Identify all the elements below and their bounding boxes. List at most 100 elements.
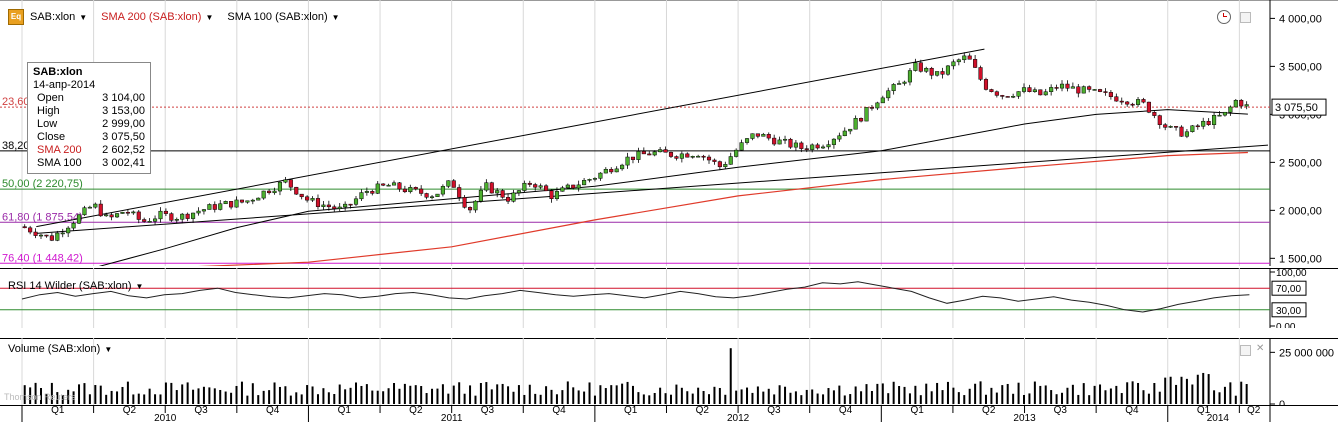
candle-body: [1059, 83, 1065, 89]
candle-body: [793, 142, 798, 148]
volume-bar: [577, 390, 580, 404]
candle-body: [962, 55, 967, 61]
maximize-button[interactable]: [1240, 345, 1251, 356]
candle-body: [288, 179, 293, 188]
candle-body: [777, 139, 782, 145]
sma200-legend[interactable]: SMA 200 (SAB:xlon) ▼: [101, 11, 213, 23]
sma100-legend[interactable]: SMA 100 (SAB:xlon) ▼: [227, 11, 339, 23]
volume-panel[interactable]: 25 000 000 0 Thomson Reuters Volume (SAB:x…: [0, 338, 1338, 406]
y-tick-label: 4 000,00: [1279, 13, 1322, 25]
volume-bar: [230, 392, 233, 404]
rsi-level-box: [1271, 302, 1307, 318]
equity-icon[interactable]: Eq: [8, 9, 24, 25]
candle-body: [967, 55, 972, 60]
volume-bar: [1185, 378, 1188, 404]
rsi-chart[interactable]: 100,00 70,00 30,00 0,00: [0, 268, 1338, 328]
volume-bar: [284, 386, 287, 404]
volume-bar: [306, 385, 309, 404]
volume-bar: [1039, 385, 1042, 404]
candle-body: [272, 190, 277, 194]
candle-body: [196, 210, 201, 214]
year-label: 2012: [727, 413, 750, 422]
candle-body: [1087, 86, 1092, 90]
candle-body: [582, 180, 587, 186]
volume-bar: [496, 384, 499, 404]
volume-bar: [1099, 384, 1102, 404]
candle-body: [163, 210, 168, 214]
quarter-label: Q2: [409, 405, 423, 416]
axis-background: [0, 405, 1338, 422]
volume-bar: [105, 394, 108, 404]
volume-bar: [1158, 391, 1161, 404]
candle-body: [571, 184, 576, 189]
candle-body: [1032, 89, 1037, 92]
price-panel[interactable]: 4 000,003 500,003 000,002 500,002 000,00…: [0, 0, 1338, 266]
quarter-label: Q1: [1197, 405, 1211, 416]
price-chart[interactable]: 4 000,003 500,003 000,002 500,002 000,00…: [0, 0, 1338, 266]
candle-body: [180, 213, 185, 220]
chevron-down-icon: ▼: [135, 281, 144, 291]
candle-body: [185, 213, 190, 219]
candle-body: [114, 213, 120, 218]
candle-body: [734, 149, 739, 157]
volume-bar: [919, 395, 922, 404]
candle-body: [1108, 92, 1113, 97]
volume-bar: [376, 390, 379, 404]
volume-bar: [588, 382, 591, 404]
candle-body: [191, 212, 196, 219]
candle-body: [261, 190, 266, 199]
rsi-tick-label: 30,00: [1276, 306, 1301, 317]
volume-bar: [653, 392, 656, 404]
candle-body: [1195, 125, 1200, 128]
volume-bar: [805, 389, 808, 404]
volume-bar: [50, 382, 53, 404]
candle-body: [1016, 91, 1021, 97]
candle-body: [473, 200, 478, 211]
candle-body: [728, 156, 733, 165]
candle-body: [907, 70, 913, 83]
candle-body: [1011, 96, 1016, 98]
candle-body: [782, 138, 788, 141]
quarter-label: Q1: [624, 405, 638, 416]
quarter-label: Q3: [1054, 405, 1068, 416]
volume-bar: [202, 386, 205, 404]
candle-body: [87, 206, 92, 209]
volume-bar: [669, 394, 672, 404]
candle-body: [511, 192, 516, 202]
volume-bar: [860, 391, 863, 404]
candle-body: [875, 102, 880, 109]
year-label: 2014: [1207, 413, 1230, 422]
close-icon[interactable]: ✕: [1256, 343, 1265, 354]
rsi-line: [21, 281, 1250, 313]
candle-body: [364, 191, 369, 193]
candle-body: [93, 203, 98, 208]
candle-body: [685, 153, 690, 158]
volume-bar: [599, 385, 602, 404]
volume-bar: [447, 393, 450, 404]
candle-body: [1190, 125, 1195, 133]
volume-bar: [849, 394, 852, 404]
time-axis-svg: Q1 Q2 Q3 Q4 Q1 Q2 Q3 Q4 Q1 Q2 Q3 Q4 Q1 Q2 Q3 Q4 Q1 Q2 2010…: [0, 405, 1338, 422]
maximize-button[interactable]: [1240, 12, 1251, 23]
symbol-selector[interactable]: SAB:xlon ▼: [30, 11, 87, 23]
candle-body: [1005, 96, 1010, 98]
rsi-panel[interactable]: 100,00 70,00 30,00 0,00 RSI 14 Wilder (SAB:…: [0, 268, 1338, 328]
volume-bar: [1245, 384, 1248, 404]
sma200-label: SMA 200 (SAB:xlon): [101, 11, 202, 23]
volume-chart[interactable]: 25 000 000 0 Thomson Reuters: [0, 338, 1338, 406]
clock-icon[interactable]: [1217, 10, 1231, 24]
tooltip-value: 2 602,52: [102, 144, 145, 156]
rsi-header[interactable]: RSI 14 Wilder (SAB:xlon) ▼: [8, 280, 143, 292]
volume-header[interactable]: Volume (SAB:xlon) ▼: [8, 343, 112, 355]
quarter-label: Q3: [194, 405, 208, 416]
candle-body: [810, 144, 815, 150]
candle-body: [554, 191, 559, 200]
tooltip-label: SMA 200: [37, 144, 82, 156]
candle-body: [560, 187, 565, 192]
volume-bar: [1164, 377, 1167, 404]
candle-body: [1222, 111, 1227, 116]
candle-body: [859, 118, 864, 122]
volume-bar: [555, 394, 558, 404]
volume-bar: [1196, 374, 1199, 404]
candle-body: [158, 210, 163, 220]
